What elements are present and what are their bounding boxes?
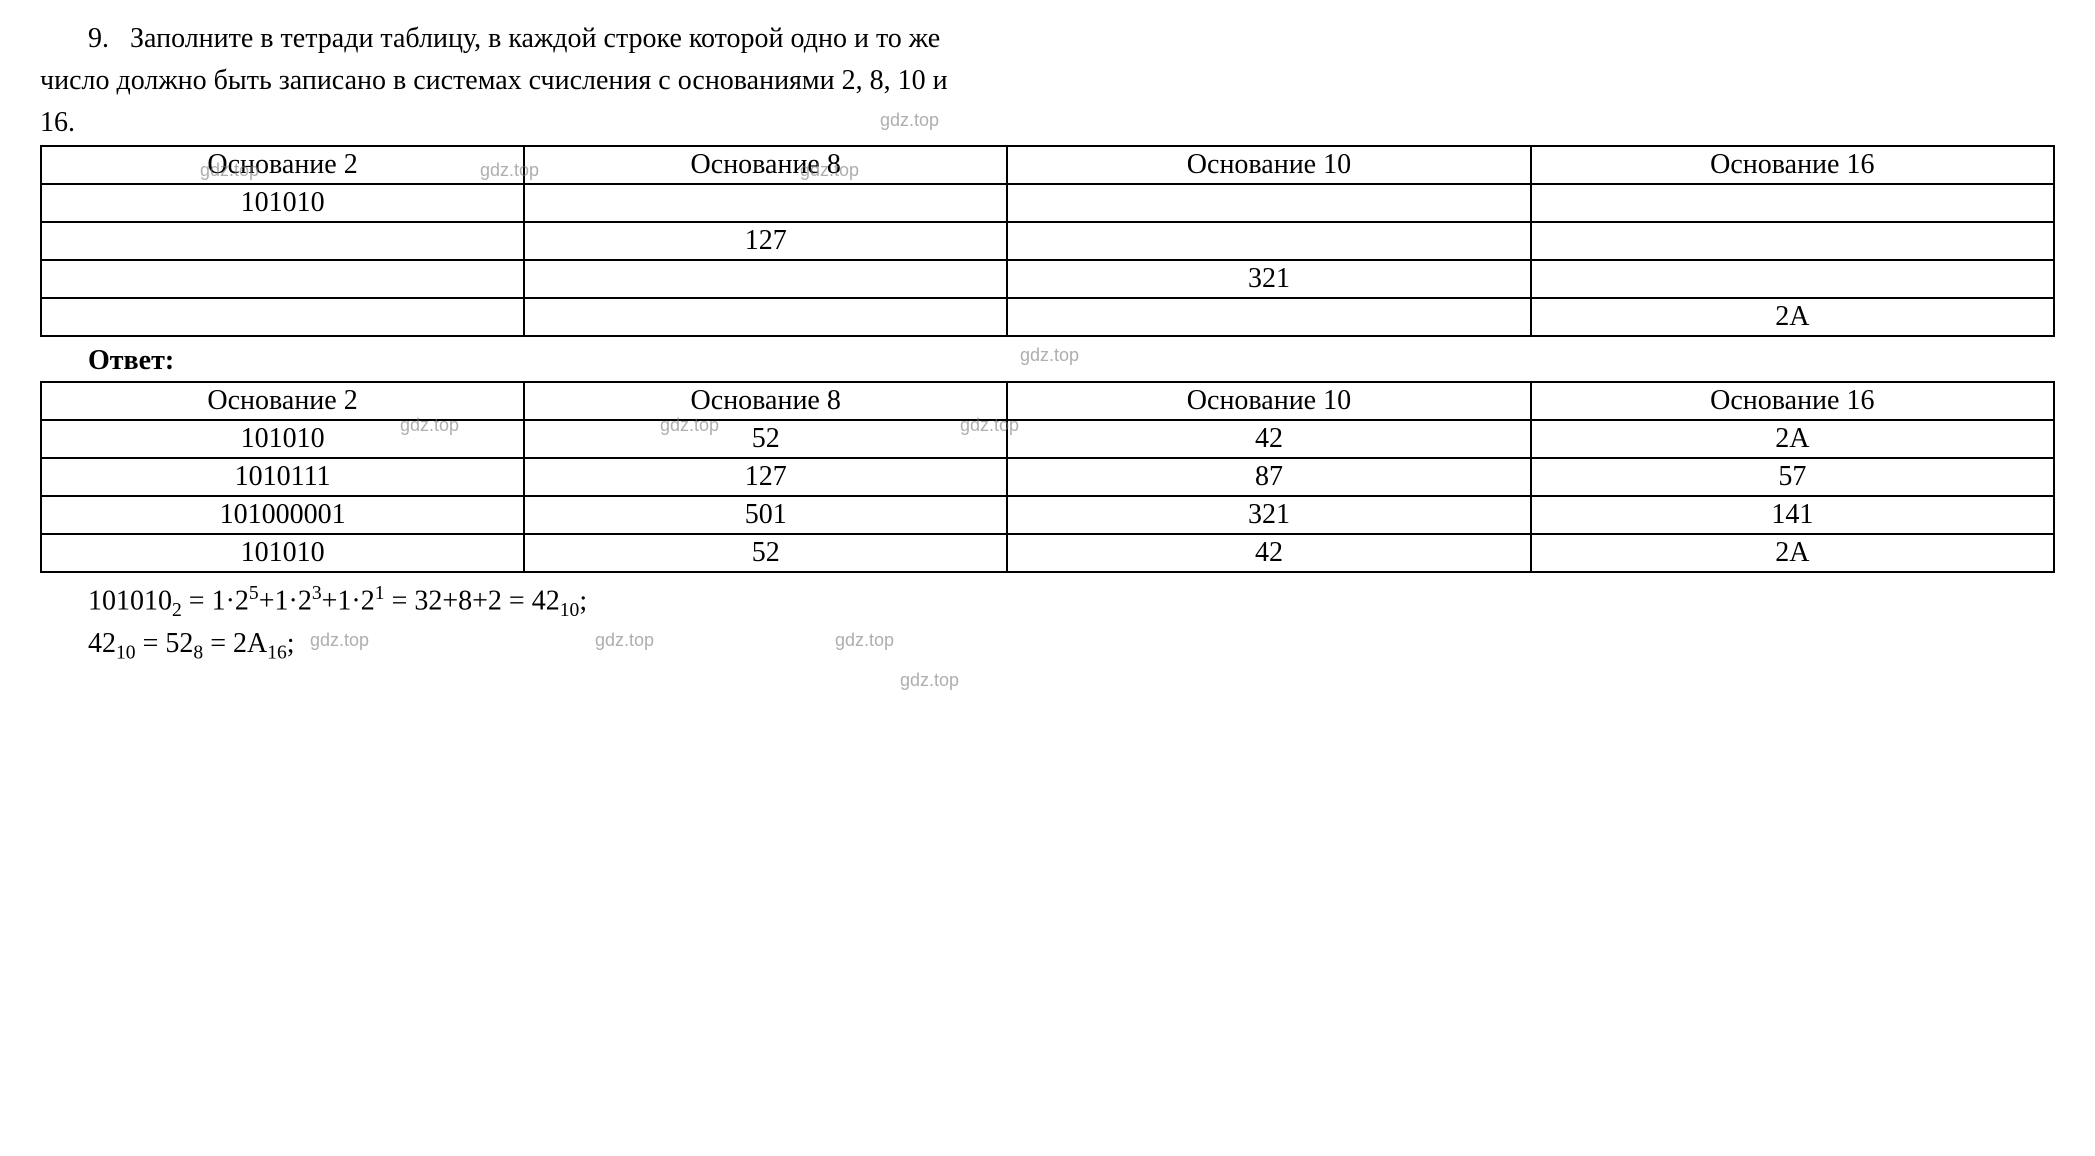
table-row: 101010	[41, 184, 2054, 222]
cell: 87	[1007, 458, 1530, 496]
cell	[1531, 184, 2054, 222]
cell: 127	[524, 458, 1007, 496]
table-header-row: Основание 2 Основание 8 Основание 10 Осн…	[41, 382, 2054, 420]
cell	[1531, 260, 2054, 298]
header-base8: Основание 8	[524, 146, 1007, 184]
question-line3: 16.	[40, 104, 2055, 142]
question-text-1: Заполните в тетради таблицу, в каждой ст…	[130, 23, 940, 54]
answer-label: Ответ:	[88, 345, 2055, 377]
cell: 321	[1007, 496, 1530, 534]
cell	[1007, 298, 1530, 336]
cell: 1010111	[41, 458, 524, 496]
question-line2: число должно быть записано в системах сч…	[40, 62, 2055, 100]
cell	[41, 222, 524, 260]
table-row: 321	[41, 260, 2054, 298]
cell: 2A	[1531, 534, 2054, 572]
calculation-line-2: 4210 = 528 = 2A16;	[88, 625, 2055, 667]
cell: 52	[524, 534, 1007, 572]
header-base16: Основание 16	[1531, 146, 2054, 184]
watermark: gdz.top	[900, 670, 959, 691]
cell	[41, 298, 524, 336]
table-row: 101010 52 42 2A	[41, 420, 2054, 458]
header-base16: Основание 16	[1531, 382, 2054, 420]
cell	[524, 260, 1007, 298]
cell: 127	[524, 222, 1007, 260]
cell	[524, 184, 1007, 222]
cell: 501	[524, 496, 1007, 534]
cell: 42	[1007, 534, 1530, 572]
table-row: 2A	[41, 298, 2054, 336]
cell: 101010	[41, 184, 524, 222]
table-row: 1010111 127 87 57	[41, 458, 2054, 496]
cell: 321	[1007, 260, 1530, 298]
header-base10: Основание 10	[1007, 146, 1530, 184]
question-paragraph: 9. Заполните в тетради таблицу, в каждой…	[40, 20, 2055, 58]
table-row: 101000001 501 321 141	[41, 496, 2054, 534]
cell: 42	[1007, 420, 1530, 458]
input-table: Основание 2 Основание 8 Основание 10 Осн…	[40, 145, 2055, 337]
cell	[1007, 184, 1530, 222]
header-base8: Основание 8	[524, 382, 1007, 420]
cell: 57	[1531, 458, 2054, 496]
header-base2: Основание 2	[41, 382, 524, 420]
table-header-row: Основание 2 Основание 8 Основание 10 Осн…	[41, 146, 2054, 184]
cell: 101010	[41, 534, 524, 572]
cell: 2A	[1531, 298, 2054, 336]
question-number: 9.	[88, 23, 109, 54]
table-row: 127	[41, 222, 2054, 260]
cell: 141	[1531, 496, 2054, 534]
cell	[41, 260, 524, 298]
cell	[1531, 222, 2054, 260]
calculation-line-1: 1010102 = 1·25+1·23+1·21 = 32+8+2 = 4210…	[88, 581, 2055, 624]
cell	[1007, 222, 1530, 260]
cell: 2A	[1531, 420, 2054, 458]
table-row: 101010 52 42 2A	[41, 534, 2054, 572]
header-base2: Основание 2	[41, 146, 524, 184]
cell	[524, 298, 1007, 336]
header-base10: Основание 10	[1007, 382, 1530, 420]
cell: 52	[524, 420, 1007, 458]
cell: 101010	[41, 420, 524, 458]
answer-table: Основание 2 Основание 8 Основание 10 Осн…	[40, 381, 2055, 573]
cell: 101000001	[41, 496, 524, 534]
